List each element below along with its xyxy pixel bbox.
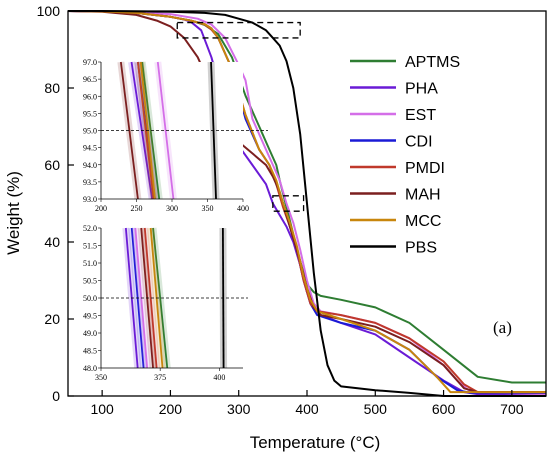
x-tick-label: 600	[432, 401, 456, 417]
legend-label-mcc: MCC	[405, 213, 441, 230]
inset-y-tick-label: 95.5	[83, 109, 97, 118]
x-tick-label: 700	[500, 401, 524, 417]
inset-line-est	[156, 61, 175, 200]
inset-y-tick-label: 49.5	[83, 312, 97, 321]
legend-label-est: EST	[405, 107, 436, 124]
legend-label-pmdi: PMDI	[405, 160, 445, 177]
y-tick-label: 40	[44, 234, 60, 250]
inset-y-tick-label: 49.0	[83, 329, 97, 338]
inset-y-tick-label: 52.0	[83, 224, 97, 233]
y-tick-label: 80	[44, 80, 60, 96]
inset-y-tick-label: 51.0	[83, 259, 97, 268]
x-tick-label: 300	[227, 401, 251, 417]
legend: APTMS PHA EST CDI PMDI MAH MCC PBS	[350, 54, 460, 257]
inset-y-tick-label: 94.0	[83, 161, 97, 170]
inset-line-pmdi	[143, 227, 158, 369]
series-line-mcc	[67, 10, 546, 394]
inset-y-tick-label: 93.5	[83, 178, 97, 187]
zoom-box-1	[176, 21, 301, 39]
main-axes: 100 200 300 400 500 600 700 0 20 40 60 80 100	[37, 3, 547, 417]
inset-y-tick-label: 96.5	[83, 75, 97, 84]
inset-y-tick-label: 93.0	[83, 195, 97, 204]
inset-x-tick-label: 400	[213, 373, 225, 382]
y-tick-label: 60	[44, 157, 60, 173]
zoom-box-2	[272, 195, 305, 212]
legend-label-aptms: APTMS	[405, 54, 460, 71]
x-tick-label: 400	[295, 401, 319, 417]
inset-line-pmdi	[137, 61, 155, 200]
series-line-pbs	[68, 10, 546, 397]
inset-x-tick-label: 250	[131, 204, 143, 213]
y-axis-title: Weight (%)	[4, 171, 23, 255]
inset-x-tick-label: 200	[95, 204, 107, 213]
legend-label-pbs: PBS	[405, 240, 437, 257]
inset-line-mah	[119, 61, 139, 200]
inset-x-tick-label: 350	[202, 204, 214, 213]
inset-line-aptms	[152, 227, 169, 369]
y-tick-label: 100	[37, 3, 61, 19]
x-tick-label: 500	[364, 401, 388, 417]
inset-y-tick-label: 48.0	[83, 364, 97, 373]
series-line-mah	[67, 10, 546, 394]
x-tick-label: 100	[90, 401, 114, 417]
inset-line-aptms	[141, 61, 161, 200]
y-tick-label: 20	[44, 311, 60, 327]
inset-y-tick-label: 50.5	[83, 277, 97, 286]
inset-x-tick-label: 400	[237, 204, 249, 213]
legend-label-pha: PHA	[405, 81, 438, 98]
inset-y-tick-label: 96.0	[83, 92, 97, 101]
inset-y-tick-label: 97.0	[83, 58, 97, 67]
inset-top: 93.0 93.5 94.0 94.5 95.0 95.5 96.0 96.5 97.0 200 2…	[83, 58, 268, 213]
inset-bottom: 48.0 48.5 49.0 49.5 50.0 50.5 51.0 51.5 52.0 350 3…	[83, 224, 248, 382]
inset-x-tick-label: 375	[154, 373, 166, 382]
legend-label-cdi: CDI	[405, 134, 433, 151]
inset-y-tick-label: 48.5	[83, 347, 97, 356]
main-plot-curves	[67, 10, 547, 397]
inset-y-tick-label: 94.5	[83, 144, 97, 153]
y-tick-label: 0	[52, 388, 60, 404]
panel-label: (a)	[493, 318, 512, 337]
inset-y-tick-label: 50.0	[83, 294, 97, 303]
inset-y-tick-label: 95.0	[83, 127, 97, 136]
inset-x-tick-label: 350	[95, 373, 107, 382]
x-tick-label: 200	[159, 401, 183, 417]
legend-label-mah: MAH	[405, 187, 441, 204]
zoom-boxes	[176, 21, 305, 212]
inset-x-tick-label: 300	[166, 204, 178, 213]
x-axis-title: Temperature (°C)	[250, 433, 381, 452]
inset-y-tick-label: 51.5	[83, 242, 97, 251]
